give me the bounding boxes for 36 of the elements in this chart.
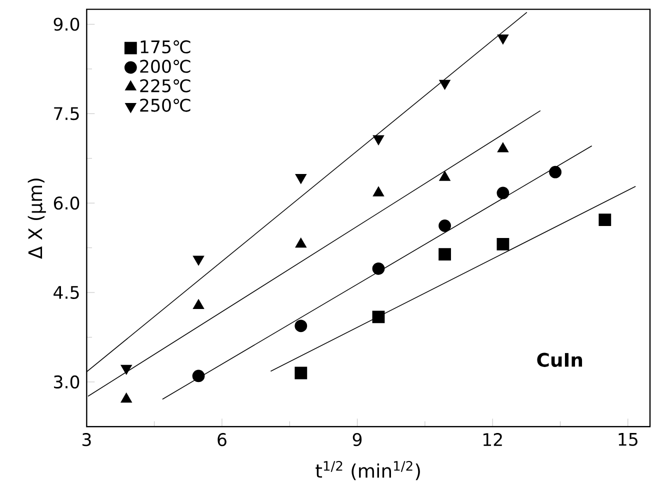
- point: [498, 34, 508, 44]
- point: [373, 135, 384, 145]
- x-tick-label: 3: [82, 433, 91, 446]
- y-tick-label: 7.5: [54, 107, 79, 120]
- legend-label: 200℃: [140, 60, 190, 73]
- legend-label: 250℃: [140, 98, 190, 112]
- y-tick-label: 4.5: [54, 286, 79, 299]
- x-axis-title: t$^{1/2}$ (min$^{1/2}$): [316, 460, 420, 480]
- point: [294, 366, 308, 380]
- point: [295, 174, 306, 184]
- legend-label: 225℃: [140, 79, 190, 92]
- y-axis-title: Δ X (μm): [28, 178, 46, 259]
- point: [598, 214, 612, 226]
- point: [439, 80, 450, 90]
- point: [372, 310, 385, 324]
- point: [438, 248, 451, 261]
- point: [294, 320, 308, 332]
- point: [496, 238, 510, 250]
- point: [193, 256, 204, 266]
- point: [496, 186, 510, 200]
- point: [549, 166, 562, 178]
- point: [193, 299, 204, 310]
- legend-label: 175℃: [140, 40, 190, 54]
- annotation: CuIn: [537, 352, 582, 367]
- point: [120, 393, 132, 403]
- x-tick-label: 12: [483, 433, 502, 446]
- x-tick-label: 6: [218, 433, 226, 446]
- point: [438, 220, 451, 232]
- x-tick-label: 9: [352, 433, 362, 446]
- point: [372, 262, 385, 275]
- point: [295, 238, 306, 248]
- y-tick-label: 3.0: [54, 375, 80, 388]
- y-tick-label: 9.0: [54, 18, 80, 31]
- point: [192, 370, 205, 382]
- x-tick-label: 15: [618, 433, 638, 446]
- y-tick-label: 6.0: [54, 196, 80, 210]
